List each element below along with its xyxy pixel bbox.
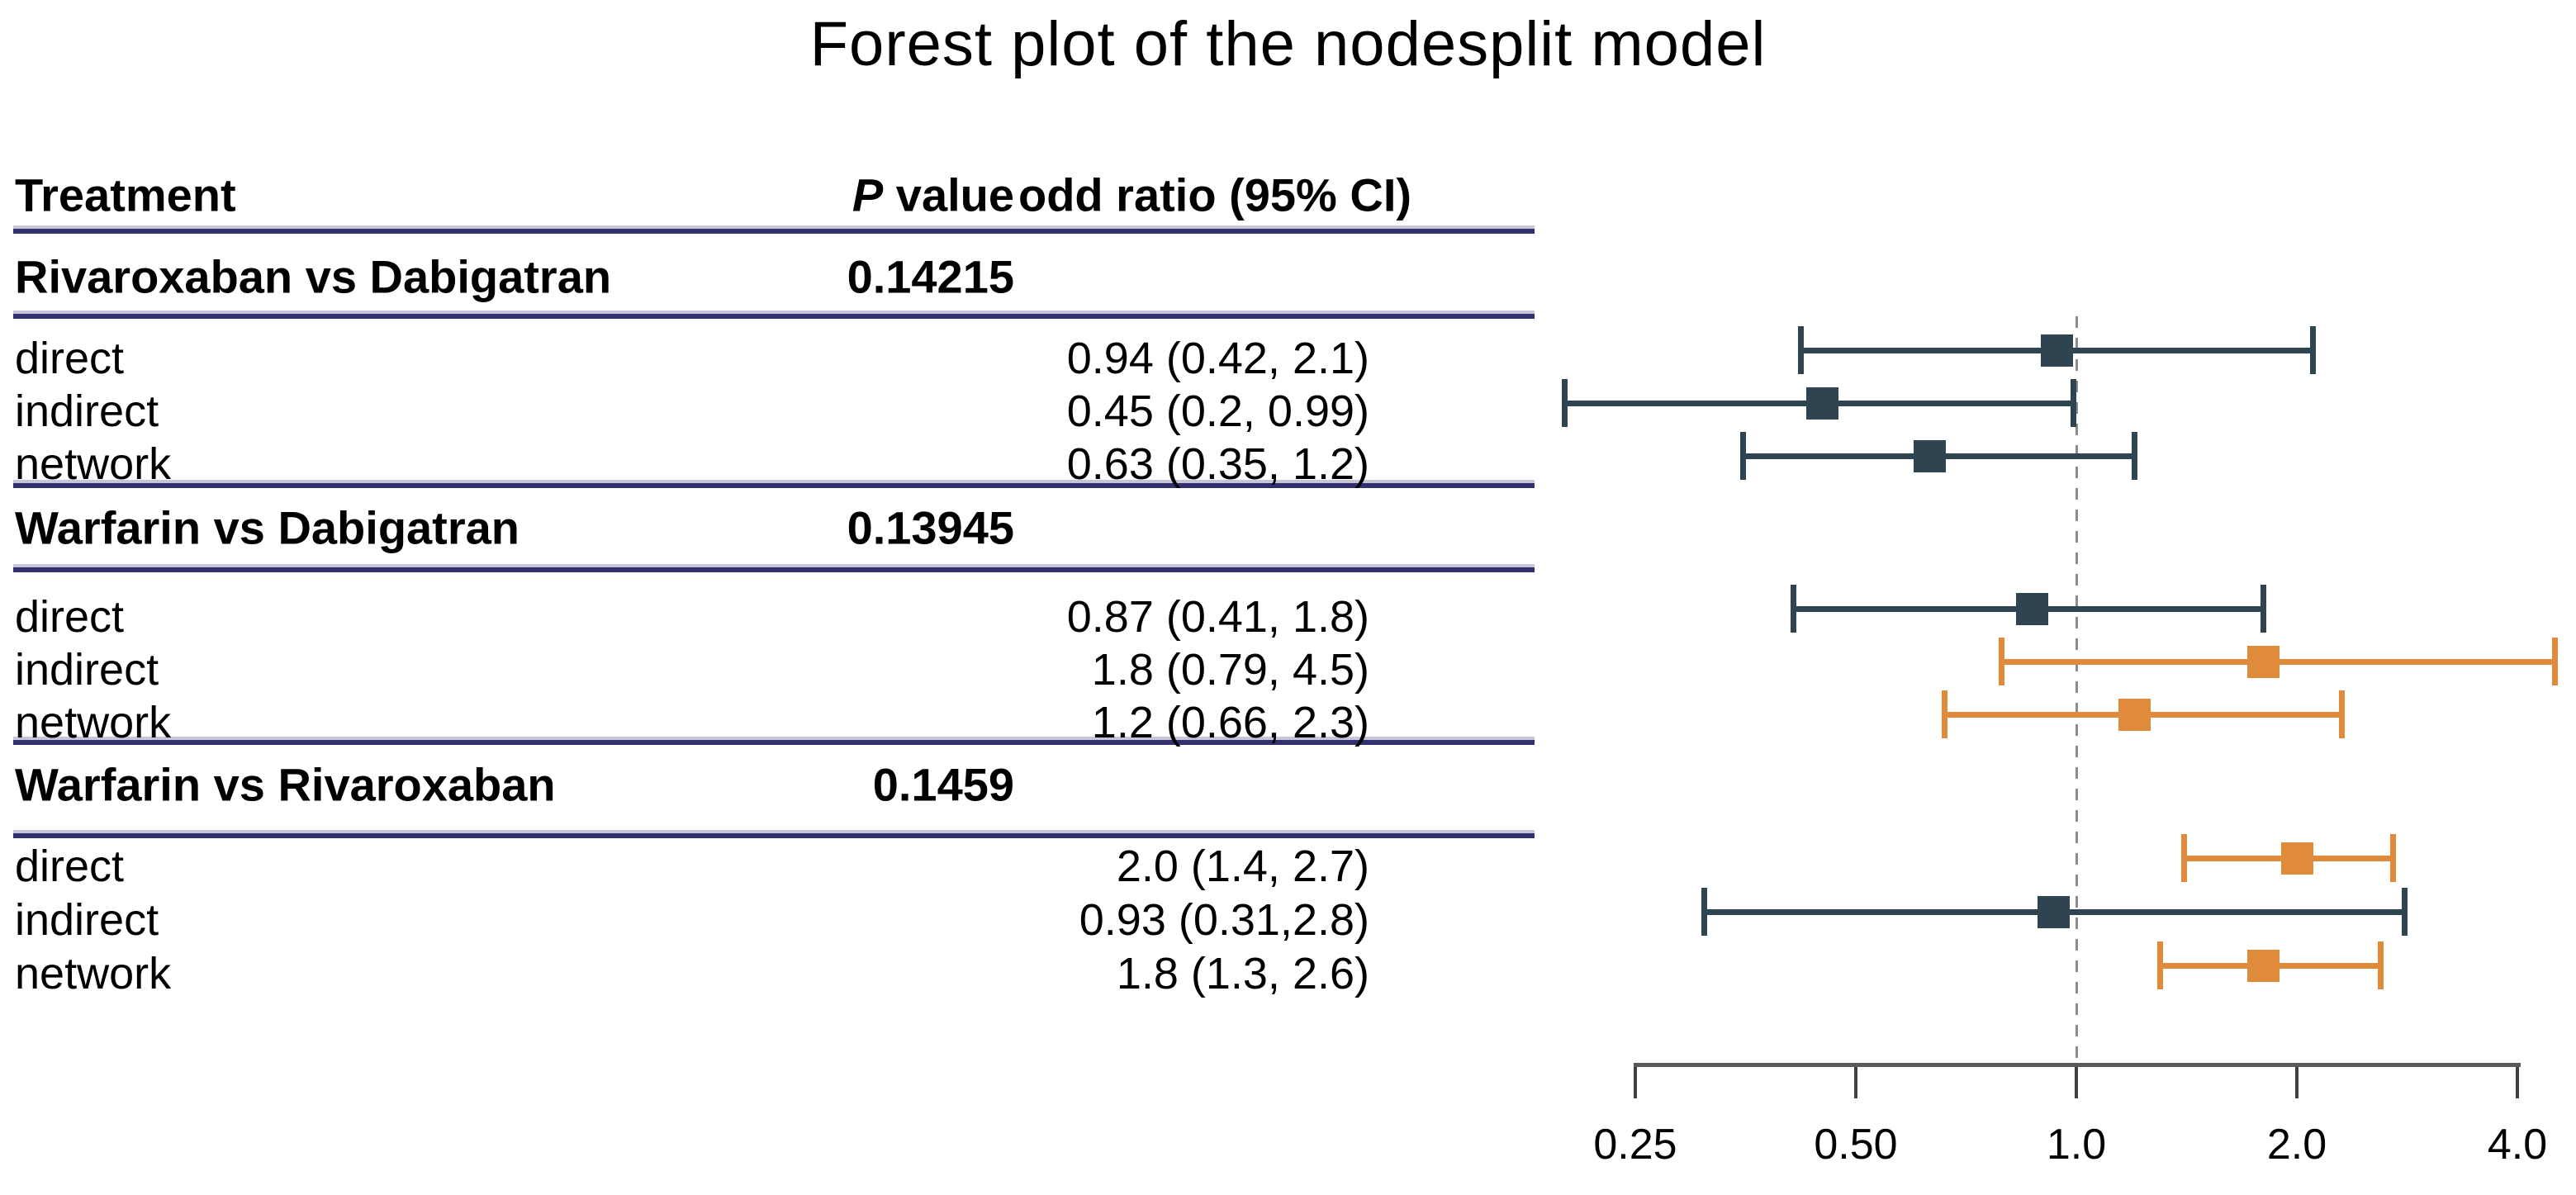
estimate-marker [2281,842,2313,875]
row-label-indirect: indirect [15,895,159,945]
row-odd-ratio-ci: 0.45 (0.2, 0.99) [1066,386,1369,436]
ci-cap-lower [1562,379,1568,427]
group-p-value: 0.13945 [847,501,1014,554]
x-axis-tick [1854,1067,1857,1098]
column-header-p-value: P value [644,168,1014,222]
estimate-marker [1914,440,1947,472]
figure-title: Forest plot of the nodesplit model [809,9,1767,79]
separator-line-highlight [13,737,1535,740]
estimate-marker [1806,387,1839,420]
reference-line-dashed [2076,316,2078,1066]
ci-cap-upper [2389,834,2396,882]
estimate-marker [2247,950,2280,982]
separator-line [13,229,1535,234]
ci-cap-lower [1941,690,1947,738]
ci-cap-lower [1797,326,1804,374]
row-label-network: network [15,949,172,998]
x-axis-tick [2295,1067,2298,1098]
row-odd-ratio-ci: 0.94 (0.42, 2.1) [1066,334,1369,383]
estimate-marker [2038,896,2071,928]
column-header-odd-ratio: odd ratio (95% CI) [1018,168,1412,221]
x-axis-tick-label: 2.0 [2266,1121,2327,1169]
ci-cap-upper [2261,585,2267,633]
p-value-italic-letter: P [852,168,884,221]
separator-line [13,833,1535,838]
group-treatment-label: Warfarin vs Rivaroxaban [15,758,556,811]
ci-cap-upper [2552,638,2559,685]
separator-line [13,314,1535,319]
x-axis-line [1634,1063,2521,1067]
group-p-value: 0.1459 [872,758,1014,811]
ci-cap-upper [2132,432,2138,480]
ci-cap-upper [2378,941,2384,989]
ci-cap-upper [2071,379,2077,427]
separator-line-highlight [13,830,1535,833]
separator-line [13,567,1535,572]
group-p-value: 0.14215 [847,250,1014,303]
ci-cap-upper [2309,326,2316,374]
x-axis-tick-label: 0.50 [1814,1121,1898,1169]
row-label-network: network [15,439,172,489]
estimate-marker [2247,646,2280,678]
row-odd-ratio-ci: 0.93 (0.31,2.8) [1079,895,1369,945]
separator-line-highlight [13,225,1535,229]
row-odd-ratio-ci: 2.0 (1.4, 2.7) [1116,842,1369,891]
ci-cap-lower [2157,941,2164,989]
p-value-rest: value [883,168,1014,221]
estimate-marker [2016,593,2049,625]
estimate-marker [2041,334,2074,367]
estimate-marker [2118,699,2151,731]
separator-line-highlight [13,311,1535,314]
ci-cap-lower [1739,432,1746,480]
row-odd-ratio-ci: 1.8 (1.3, 2.6) [1116,949,1369,998]
row-label-indirect: indirect [15,645,159,695]
ci-cap-lower [1790,585,1796,633]
x-axis-tick [2516,1067,2519,1098]
row-label-network: network [15,698,172,747]
separator-line [13,483,1535,488]
row-odd-ratio-ci: 1.8 (0.79, 4.5) [1091,645,1369,695]
separator-line-highlight [13,564,1535,567]
row-label-direct: direct [15,842,125,891]
x-axis-tick [1634,1067,1637,1098]
group-treatment-label: Warfarin vs Dabigatran [15,501,519,554]
ci-cap-upper [2401,888,2408,936]
column-header-treatment: Treatment [15,168,236,221]
separator-line-highlight [13,480,1535,483]
row-label-direct: direct [15,334,125,383]
separator-line [13,740,1535,745]
ci-cap-lower [1701,888,1707,936]
ci-cap-lower [2180,834,2187,882]
row-label-direct: direct [15,592,125,642]
ci-cap-upper [2338,690,2345,738]
row-odd-ratio-ci: 0.87 (0.41, 1.8) [1066,592,1369,642]
row-odd-ratio-ci: 1.2 (0.66, 2.3) [1091,698,1369,747]
row-odd-ratio-ci: 0.63 (0.35, 1.2) [1066,439,1369,489]
group-treatment-label: Rivaroxaban vs Dabigatran [15,250,612,303]
row-label-indirect: indirect [15,386,159,436]
x-axis-tick [2075,1067,2078,1098]
x-axis-tick-label: 0.25 [1593,1121,1677,1169]
ci-cap-lower [1999,638,2005,685]
x-axis-tick-label: 4.0 [2487,1121,2548,1169]
x-axis-tick-label: 1.0 [2046,1121,2107,1169]
